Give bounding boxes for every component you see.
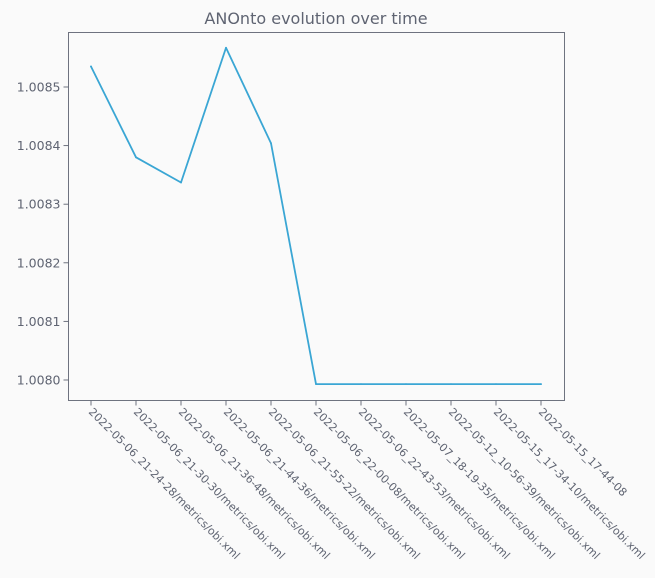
y-tick-label: 1.0084 <box>17 138 61 153</box>
plot-area <box>68 32 565 401</box>
data-point <box>225 46 227 49</box>
data-point <box>180 181 182 184</box>
series-layer <box>90 46 542 385</box>
data-point <box>405 383 407 385</box>
chart-title: ANOnto evolution over time <box>204 9 427 28</box>
y-tick-label: 1.0082 <box>17 255 61 270</box>
data-point <box>90 65 92 68</box>
x-axis: 2022-05-06_21-24-28/metrics/obi.xml2022-… <box>86 400 647 562</box>
data-point <box>315 383 317 385</box>
data-point <box>360 383 362 385</box>
y-tick-label: 1.0080 <box>17 372 61 387</box>
x-tick-label: 2022-05-15_17-44-08 <box>536 405 630 499</box>
data-point <box>270 142 272 145</box>
y-tick-label: 1.0081 <box>17 314 61 329</box>
data-point <box>495 383 497 385</box>
y-axis: 1.0080 1.0081 1.0082 1.0083 1.0084 1.0085 <box>17 79 69 387</box>
data-point <box>540 383 542 385</box>
y-tick-label: 1.0083 <box>17 197 61 212</box>
data-point <box>135 156 137 159</box>
data-point <box>450 383 452 385</box>
y-tick-label: 1.0085 <box>17 79 61 94</box>
